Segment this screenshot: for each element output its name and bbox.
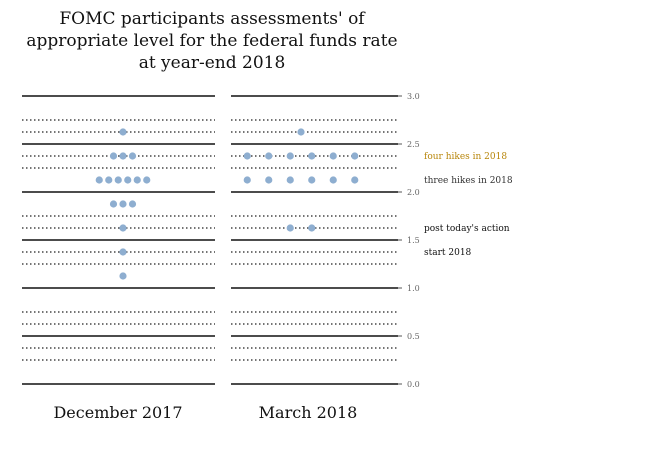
participant-dot (119, 152, 127, 160)
participant-dot (351, 176, 359, 184)
participant-dot (128, 200, 137, 208)
participant-dot (109, 152, 118, 160)
annotation-label: four hikes in 2018 (424, 152, 507, 162)
grid-lines (22, 95, 398, 385)
participant-dot (308, 152, 316, 160)
participant-dot (95, 176, 103, 184)
panel-label: December 2017 (53, 403, 182, 422)
participant-dot (109, 200, 118, 208)
y-tick-label: 2.0 (407, 188, 420, 197)
participant-dot (329, 176, 337, 184)
participant-dot (119, 128, 127, 136)
participant-dot (119, 200, 127, 208)
annotation-label: three hikes in 2018 (424, 176, 513, 186)
panel-label: March 2018 (259, 403, 358, 422)
participant-dot (286, 224, 294, 232)
participant-dot (308, 224, 316, 232)
participant-dot (128, 152, 137, 160)
participant-dot (297, 128, 305, 136)
participant-dot (105, 176, 113, 184)
y-tick-label: 0.5 (407, 332, 420, 341)
participant-dot (119, 272, 127, 280)
participant-dot (286, 176, 294, 184)
dots (95, 128, 359, 280)
panel-labels: December 2017 March 2018 (53, 403, 357, 422)
participant-dot (114, 176, 122, 184)
participant-dot (351, 152, 359, 160)
annotation-label: post today's action (424, 224, 510, 234)
chart-title: FOMC participants assessments' ofappropr… (26, 9, 397, 73)
participant-dot (308, 176, 316, 184)
annotations: four hikes in 2018 three hikes in 2018 pos… (424, 152, 513, 258)
participant-dot (286, 152, 294, 160)
y-axis-ticks: 0.0 0.5 1.0 1.5 2.0 2.5 3.0 (398, 92, 420, 389)
y-tick-label: 1.5 (407, 236, 420, 245)
y-tick-label: 0.0 (407, 380, 420, 389)
participant-dot (133, 176, 141, 184)
y-tick-label: 2.5 (407, 140, 420, 149)
participant-dot (119, 224, 127, 232)
participant-dot (329, 152, 337, 160)
participant-dot (265, 176, 273, 184)
participant-dot (143, 176, 151, 184)
participant-dot (243, 152, 251, 160)
chart-title-line: at year-end 2018 (139, 53, 286, 73)
y-tick-label: 3.0 (407, 92, 420, 101)
participant-dot (119, 248, 127, 256)
annotation-label: start 2018 (424, 248, 472, 258)
chart-title-line: appropriate level for the federal funds … (26, 31, 397, 51)
y-tick-label: 1.0 (407, 284, 420, 293)
participant-dot (265, 152, 273, 160)
chart-title-line: FOMC participants assessments' of (59, 9, 366, 29)
participant-dot (243, 176, 251, 184)
participant-dot (124, 176, 132, 184)
